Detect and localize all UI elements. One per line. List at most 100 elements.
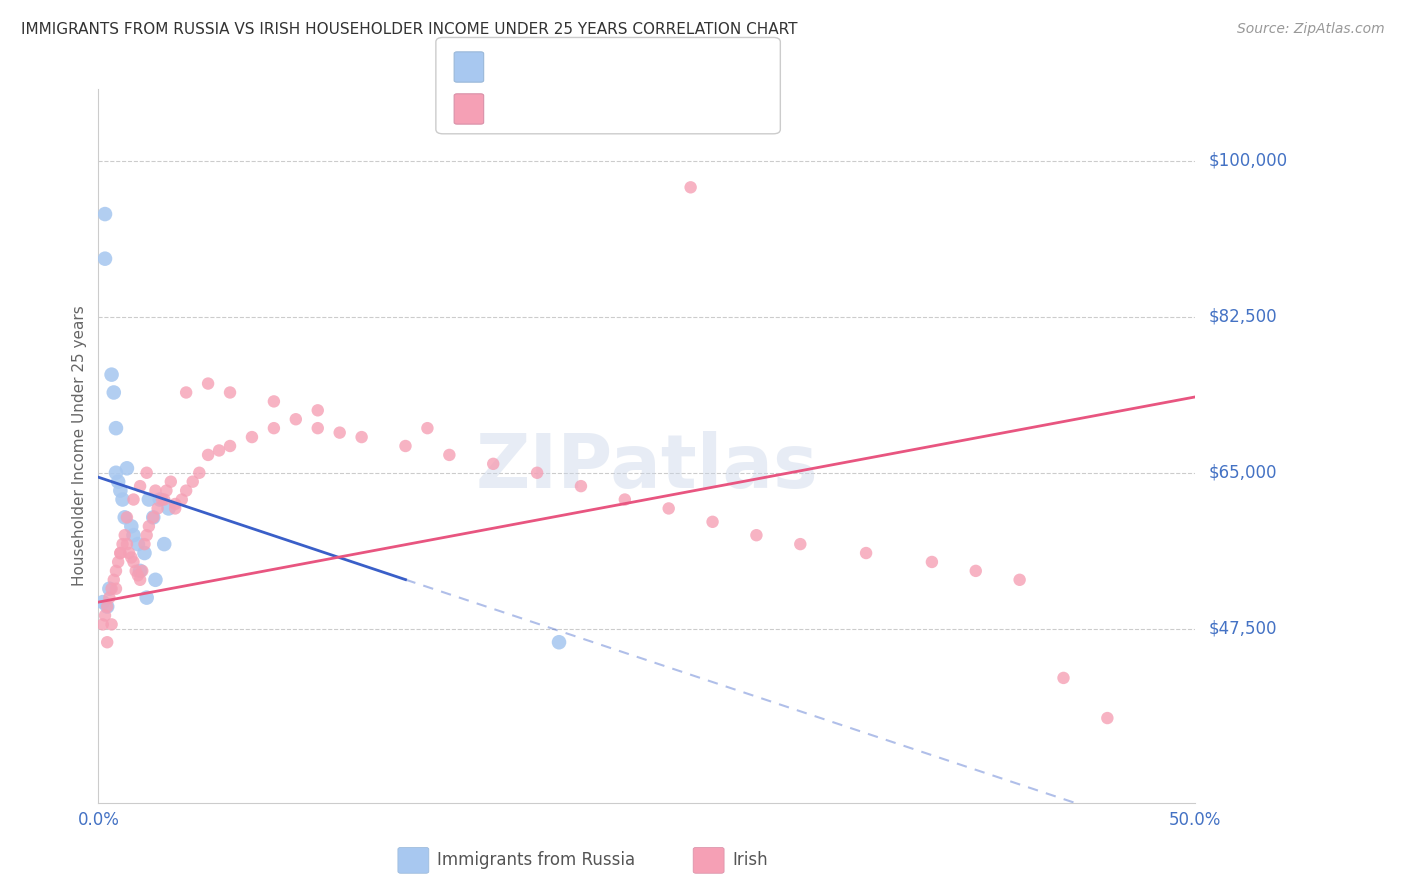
Point — [110, 483, 132, 498]
Point — [103, 573, 125, 587]
Point — [679, 180, 702, 194]
Point — [115, 537, 138, 551]
Point — [145, 573, 167, 587]
Point — [107, 555, 129, 569]
Point — [157, 501, 180, 516]
Point — [219, 439, 242, 453]
Point — [135, 528, 157, 542]
Text: R = -0.164   N = 27: R = -0.164 N = 27 — [492, 57, 669, 76]
Text: $100,000: $100,000 — [1209, 152, 1288, 169]
Point — [219, 385, 242, 400]
Point — [138, 519, 160, 533]
Point — [96, 599, 118, 614]
Point — [181, 475, 204, 489]
Point — [135, 466, 157, 480]
Point — [284, 412, 307, 426]
Point — [129, 573, 152, 587]
Point — [394, 439, 416, 453]
Point — [350, 430, 373, 444]
Point — [439, 448, 461, 462]
Point — [94, 608, 117, 623]
Point — [91, 595, 114, 609]
Text: $65,000: $65,000 — [1209, 464, 1278, 482]
Point — [1097, 711, 1119, 725]
Point — [482, 457, 505, 471]
Point — [100, 368, 122, 382]
Y-axis label: Householder Income Under 25 years: Householder Income Under 25 years — [72, 306, 87, 586]
Point — [129, 564, 152, 578]
Point — [170, 492, 193, 507]
Point — [745, 528, 768, 542]
Point — [416, 421, 439, 435]
Point — [174, 385, 197, 400]
Point — [104, 466, 127, 480]
Point — [197, 376, 219, 391]
Point — [921, 555, 943, 569]
Point — [103, 385, 125, 400]
Point — [150, 492, 173, 507]
Point — [142, 510, 165, 524]
Point — [197, 448, 219, 462]
Point — [135, 591, 157, 605]
Point — [263, 421, 285, 435]
Point — [107, 475, 129, 489]
Point — [307, 403, 329, 417]
Text: Irish: Irish — [733, 851, 768, 869]
Point — [526, 466, 548, 480]
Point — [104, 564, 127, 578]
Point — [115, 461, 138, 475]
Text: $47,500: $47,500 — [1209, 620, 1278, 638]
Point — [122, 555, 145, 569]
Point — [98, 582, 121, 596]
Point — [789, 537, 811, 551]
Point — [120, 550, 142, 565]
Point — [98, 591, 121, 605]
Point — [91, 617, 114, 632]
Text: $82,500: $82,500 — [1209, 308, 1278, 326]
Point — [118, 546, 141, 560]
Point — [96, 635, 118, 649]
Point — [125, 564, 148, 578]
Point — [329, 425, 352, 440]
Point — [149, 492, 172, 507]
Point — [1052, 671, 1074, 685]
Point — [165, 497, 187, 511]
Point — [153, 537, 176, 551]
Point — [110, 546, 132, 560]
Text: Immigrants from Russia: Immigrants from Russia — [437, 851, 636, 869]
Point — [120, 519, 142, 533]
Point — [96, 599, 118, 614]
Point — [174, 483, 197, 498]
Point — [613, 492, 636, 507]
Point — [94, 207, 117, 221]
Point — [100, 617, 122, 632]
Point — [111, 492, 134, 507]
Point — [855, 546, 877, 560]
Text: ZIPatlas: ZIPatlas — [475, 431, 818, 504]
Point — [153, 492, 176, 507]
Point — [134, 546, 156, 560]
Point — [114, 528, 136, 542]
Point — [307, 421, 329, 435]
Point — [965, 564, 987, 578]
Point — [146, 501, 169, 516]
Point — [138, 492, 160, 507]
Point — [1008, 573, 1031, 587]
Point — [111, 537, 134, 551]
Point — [569, 479, 592, 493]
Point — [142, 510, 165, 524]
Point — [548, 635, 571, 649]
Point — [188, 466, 211, 480]
Text: R = 0.409   N = 78: R = 0.409 N = 78 — [492, 97, 662, 116]
Point — [240, 430, 263, 444]
Point — [263, 394, 285, 409]
Point — [129, 479, 152, 493]
Point — [114, 510, 136, 524]
Text: IMMIGRANTS FROM RUSSIA VS IRISH HOUSEHOLDER INCOME UNDER 25 YEARS CORRELATION CH: IMMIGRANTS FROM RUSSIA VS IRISH HOUSEHOL… — [21, 22, 797, 37]
Point — [159, 475, 181, 489]
Point — [94, 252, 117, 266]
Point — [115, 510, 138, 524]
Point — [104, 421, 127, 435]
Point — [104, 582, 127, 596]
Point — [702, 515, 724, 529]
